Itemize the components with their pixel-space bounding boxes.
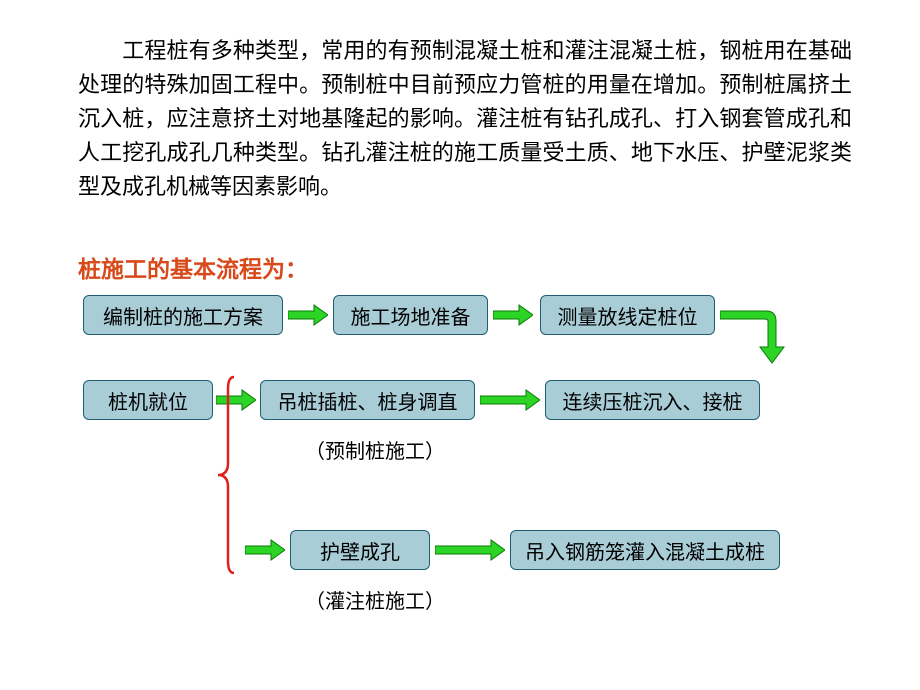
arrow-turn-icon <box>720 303 790 373</box>
arrow-icon <box>493 303 533 327</box>
brace-icon <box>216 375 236 575</box>
arrow-icon <box>245 538 285 562</box>
flow-node-n1: 编制桩的施工方案 <box>83 295 283 335</box>
arrow-icon <box>435 538 505 562</box>
flow-node-n2: 施工场地准备 <box>333 295 488 335</box>
flow-node-n8: 吊入钢筋笼灌入混凝土成桩 <box>510 530 780 570</box>
flow-node-n6: 连续压桩沉入、接桩 <box>545 380 760 420</box>
flow-caption-0: （预制桩施工） <box>305 435 445 464</box>
flow-node-n5: 吊桩插桩、桩身调直 <box>260 380 475 420</box>
flow-node-n7: 护壁成孔 <box>290 530 430 570</box>
intro-paragraph: 工程桩有多种类型，常用的有预制混凝土桩和灌注混凝土桩，钢桩用在基础处理的特殊加固… <box>78 34 852 204</box>
arrow-icon <box>480 388 540 412</box>
flow-caption-1: （灌注桩施工） <box>305 585 445 614</box>
flow-node-n4: 桩机就位 <box>83 380 213 420</box>
section-title: 桩施工的基本流程为： <box>78 250 308 284</box>
arrow-icon <box>288 303 328 327</box>
flow-node-n3: 测量放线定桩位 <box>540 295 715 335</box>
